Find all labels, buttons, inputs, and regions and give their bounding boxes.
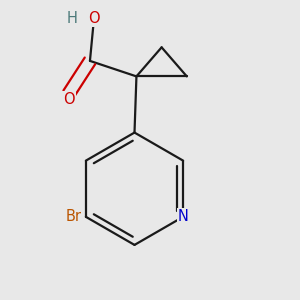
- Text: H: H: [67, 11, 78, 26]
- Text: O: O: [63, 92, 74, 107]
- Text: Br: Br: [66, 209, 82, 224]
- Text: N: N: [178, 209, 189, 224]
- Text: O: O: [88, 11, 100, 26]
